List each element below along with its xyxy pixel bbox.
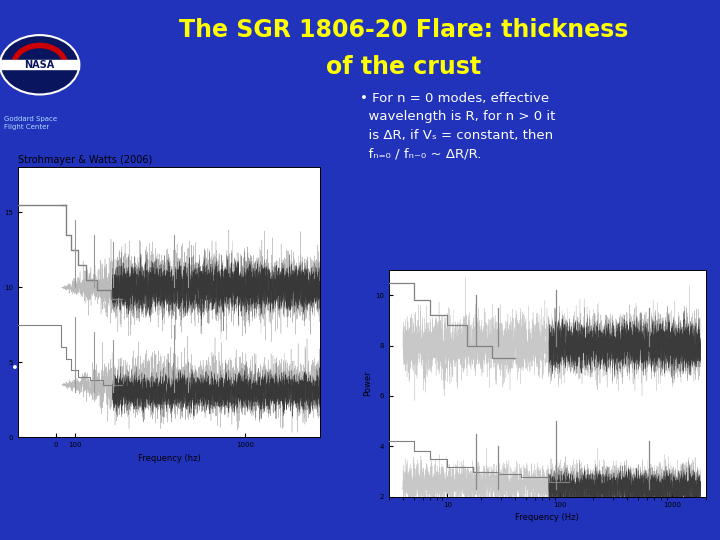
X-axis label: Frequency (hz): Frequency (hz) (138, 454, 201, 463)
Y-axis label: Power: Power (363, 370, 372, 396)
Text: of the crust: of the crust (325, 56, 481, 79)
Text: NASA: NASA (24, 60, 55, 70)
Text: Strohmayer & Watts (2006): Strohmayer & Watts (2006) (18, 154, 152, 165)
X-axis label: Frequency (Hz): Frequency (Hz) (516, 513, 579, 522)
Text: The SGR 1806-20 Flare: thickness: The SGR 1806-20 Flare: thickness (179, 18, 628, 42)
Y-axis label: Power: Power (0, 289, 1, 315)
Bar (0, 60, 79, 69)
Circle shape (0, 35, 79, 94)
Text: Goddard Space
Flight Center: Goddard Space Flight Center (4, 116, 57, 130)
Text: •Frequencies at 625 Hz and
  higher are likely n > 0 modes.
  Detection of n = 0: •Frequencies at 625 Hz and higher are li… (11, 362, 221, 430)
Text: • For n = 0 modes, effective
  wavelength is R, for n > 0 it
  is ΔR, if Vₛ = co: • For n = 0 modes, effective wavelength … (360, 92, 555, 160)
